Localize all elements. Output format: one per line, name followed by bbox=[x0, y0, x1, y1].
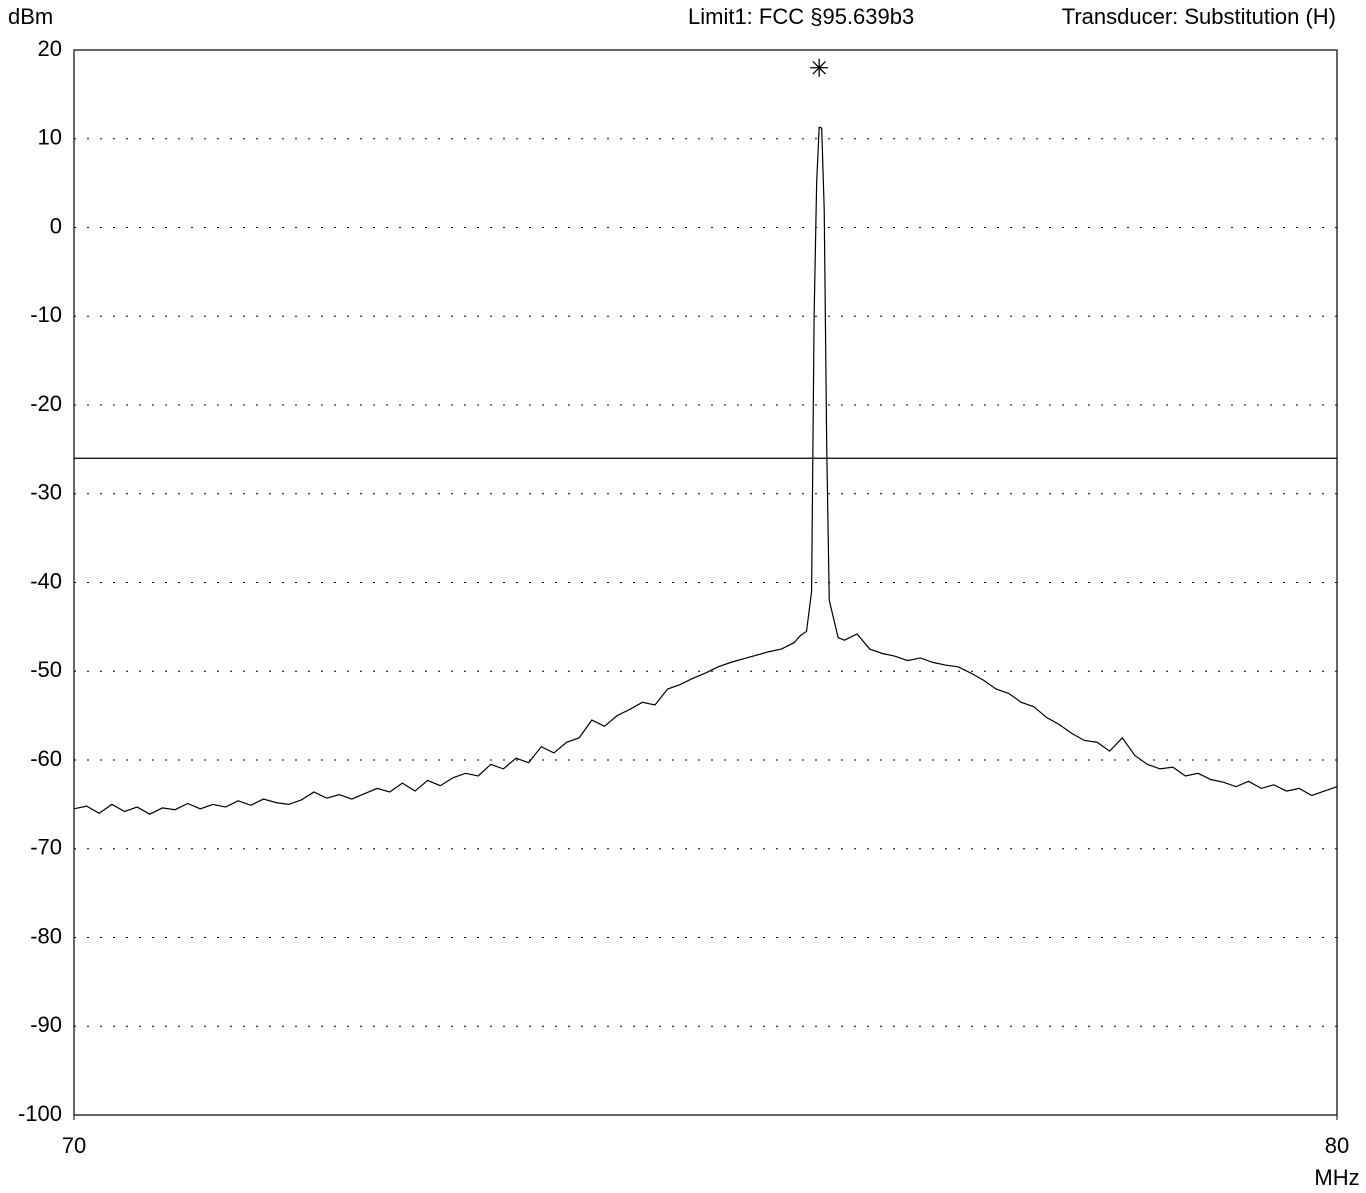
x-axis-label: MHz bbox=[1314, 1165, 1359, 1190]
y-tick-label: -70 bbox=[30, 835, 62, 860]
y-tick-label: 0 bbox=[50, 213, 62, 238]
y-tick-label: -100 bbox=[18, 1101, 62, 1126]
y-tick-label: -20 bbox=[30, 391, 62, 416]
header-limit: Limit1: FCC §95.639b3 bbox=[688, 4, 914, 29]
y-tick-label: -80 bbox=[30, 923, 62, 948]
y-tick-label: 10 bbox=[38, 125, 62, 150]
header-transducer: Transducer: Substitution (H) bbox=[1062, 4, 1336, 29]
y-tick-label: -30 bbox=[30, 480, 62, 505]
marker-stroke bbox=[812, 60, 826, 75]
y-tick-label: -90 bbox=[30, 1012, 62, 1037]
x-tick-label: 70 bbox=[62, 1133, 86, 1158]
y-tick-label: -40 bbox=[30, 568, 62, 593]
y-tick-label: -60 bbox=[30, 746, 62, 771]
x-tick-label: 80 bbox=[1325, 1133, 1349, 1158]
trace bbox=[73, 126, 1338, 815]
plot-frame bbox=[73, 49, 1338, 1116]
y-tick-label: -50 bbox=[30, 657, 62, 682]
y-axis-label: dBm bbox=[8, 4, 53, 29]
peak-marker bbox=[810, 58, 829, 77]
y-tick-label: -10 bbox=[30, 302, 62, 327]
y-tick-label: 20 bbox=[38, 36, 62, 61]
